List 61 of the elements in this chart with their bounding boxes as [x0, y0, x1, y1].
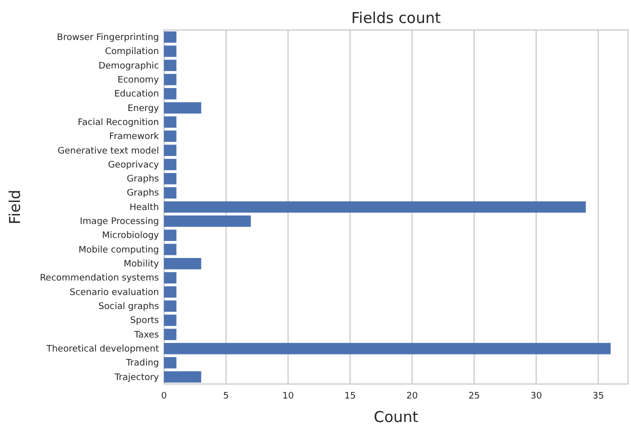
y-tick-label: Facial Recognition	[78, 118, 159, 128]
y-tick-label: Image Processing	[80, 217, 159, 228]
y-tick-label: Mobility	[124, 260, 160, 270]
bar	[164, 116, 176, 128]
y-tick-label: Microbiology	[102, 231, 160, 242]
x-tick-label: 0	[161, 391, 168, 402]
y-tick-label: Sports	[130, 316, 160, 326]
bar	[164, 130, 176, 142]
bar	[164, 300, 176, 312]
y-tick-label: Browser Fingerprinting	[56, 32, 159, 43]
y-tick-label: Framework	[109, 132, 160, 142]
bar	[164, 144, 176, 156]
bar	[164, 244, 176, 256]
x-tick-label: 5	[223, 391, 229, 402]
y-axis-title: Field	[6, 190, 24, 224]
y-tick-label: Mobile computing	[78, 245, 159, 256]
bar	[164, 371, 202, 383]
bar	[164, 31, 176, 43]
bar	[164, 357, 176, 368]
bar	[164, 230, 176, 241]
x-tick-label: 20	[406, 391, 418, 402]
x-tick-label: 35	[592, 391, 604, 402]
bar	[164, 74, 176, 86]
x-tick-label: 30	[530, 391, 542, 402]
bar	[164, 286, 176, 298]
bar	[164, 88, 176, 100]
y-tick-label: Energy	[127, 104, 160, 114]
x-axis-title: Count	[374, 408, 418, 426]
bar	[164, 102, 202, 114]
bar	[164, 342, 611, 354]
bar	[164, 201, 586, 213]
y-tick-label: Generative text model	[58, 146, 159, 156]
bar	[164, 46, 176, 57]
y-tick-label: Trajectory	[114, 372, 160, 383]
bar	[164, 314, 176, 326]
y-tick-label: Health	[129, 202, 159, 213]
y-tick-label: Geoprivacy	[108, 160, 160, 170]
y-tick-label: Recommendation systems	[40, 274, 160, 284]
bar	[164, 158, 176, 170]
y-tick-label: Education	[114, 90, 159, 100]
bar	[164, 60, 176, 72]
bar	[164, 187, 176, 199]
y-tick-label: Theoretical development	[45, 344, 160, 354]
bar	[164, 328, 176, 340]
bar	[164, 258, 202, 270]
y-tick-label: Graphs	[126, 188, 160, 199]
y-tick-label: Graphs	[126, 174, 160, 185]
x-tick-label: 10	[282, 391, 294, 402]
y-tick-label: Economy	[118, 75, 160, 86]
x-tick-label: 15	[344, 391, 356, 402]
y-tick-label: Scenario evaluation	[70, 288, 159, 298]
y-tick-label: Trading	[124, 358, 159, 369]
bar	[164, 215, 251, 227]
y-tick-label: Compilation	[104, 47, 159, 58]
y-tick-label: Social graphs	[98, 302, 160, 312]
y-tick-label: Demographic	[98, 61, 160, 72]
bar	[164, 272, 176, 284]
chart-title: Fields count	[351, 9, 441, 27]
bar	[164, 173, 176, 184]
y-tick-label: Taxes	[133, 330, 160, 340]
x-tick-label: 25	[468, 391, 480, 402]
